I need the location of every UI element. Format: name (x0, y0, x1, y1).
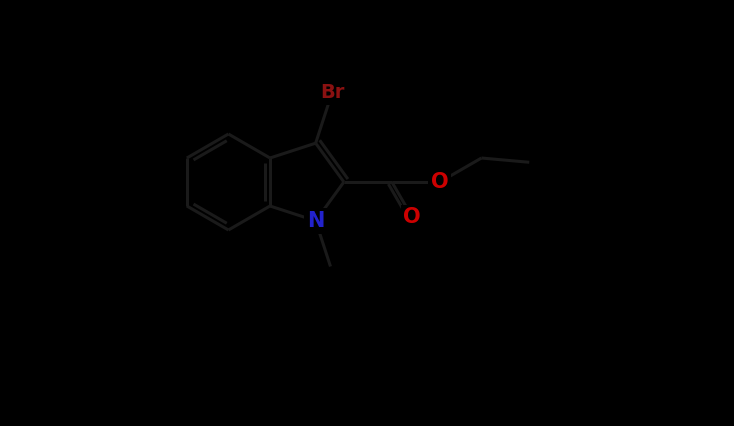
Text: O: O (431, 172, 448, 192)
Text: O: O (404, 207, 421, 227)
Text: N: N (307, 211, 324, 231)
Text: Br: Br (320, 83, 344, 102)
